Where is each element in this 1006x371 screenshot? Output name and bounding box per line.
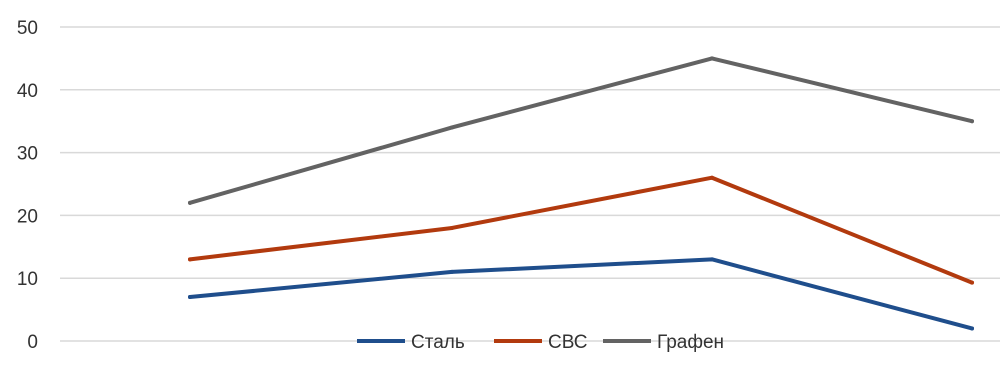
- data-point: [710, 257, 714, 262]
- data-point: [450, 125, 454, 130]
- legend-label: СВС: [548, 332, 587, 353]
- data-point: [970, 280, 974, 285]
- data-point: [710, 56, 714, 61]
- data-point: [450, 225, 454, 230]
- series-line-1: [188, 175, 974, 285]
- y-tick-label: 30: [17, 144, 38, 165]
- series-line-0: [188, 257, 974, 331]
- grid: [60, 26, 1000, 342]
- data-point: [188, 257, 192, 262]
- y-tick-label: 40: [17, 81, 38, 102]
- data-point: [710, 175, 714, 180]
- y-tick-label: 0: [27, 332, 38, 353]
- legend-label: Сталь: [411, 332, 465, 353]
- y-tick-label: 20: [17, 206, 38, 227]
- legend-label: Графен: [657, 332, 724, 353]
- data-point: [188, 295, 192, 300]
- y-tick-label: 10: [17, 269, 38, 290]
- data-point: [970, 326, 974, 331]
- data-point: [970, 119, 974, 124]
- series-line-2: [188, 56, 974, 205]
- y-axis-ticks: 0 10 20 30 40 50: [17, 18, 38, 353]
- data-point: [450, 269, 454, 274]
- y-tick-label: 50: [17, 18, 38, 39]
- series-lines: [188, 56, 974, 331]
- data-point: [188, 200, 192, 205]
- legend: Сталь СВС Графен: [357, 332, 724, 353]
